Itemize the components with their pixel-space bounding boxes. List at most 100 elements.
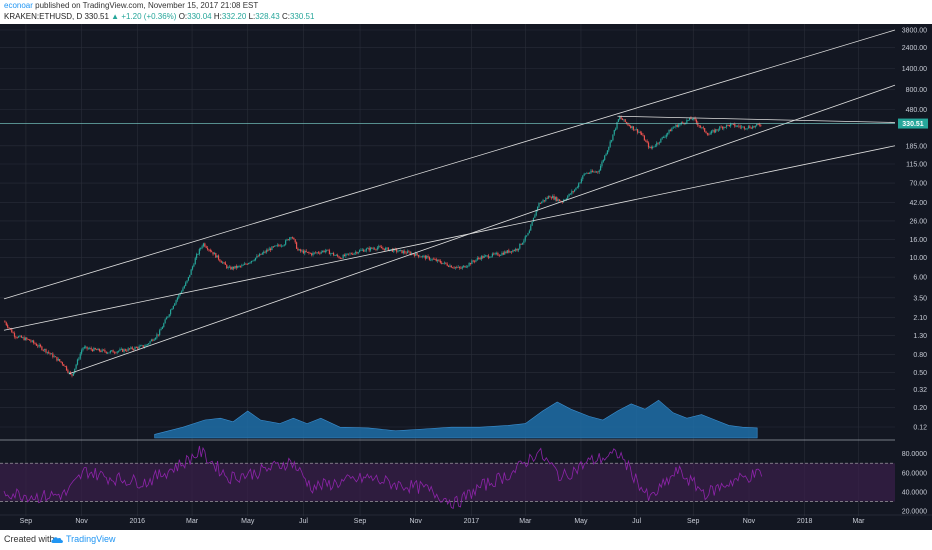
candle-body [38,344,40,347]
candle-body [379,246,381,248]
candle-body [697,122,699,126]
candle-body [690,117,692,120]
candle-body [228,266,231,268]
candle-body [46,351,48,353]
candle-body [682,122,684,124]
candle-body [626,122,628,124]
candle-body [294,239,296,243]
candle-body [439,260,441,263]
candle-body [219,259,221,262]
candle-body [245,263,247,265]
candle-body [93,348,95,352]
candle-body [463,265,465,267]
candle-body [234,265,236,269]
time-tick-label: Nov [75,518,88,525]
candle-body [126,350,128,352]
candle-body [261,253,263,255]
candle-body [252,260,254,262]
candle-body [159,330,161,335]
candle-body [597,171,599,173]
candle-body [468,263,470,266]
low-label: L: [248,12,256,21]
candle-body [205,246,207,248]
candle-body [441,262,443,264]
candle-body [363,249,365,252]
candle-body [141,345,143,347]
price-tick-label: 115.00 [906,161,927,168]
candle-body [721,126,724,129]
candle-body [513,250,515,251]
tradingview-cloud-icon [51,537,63,543]
candle-body [182,288,184,292]
candle-body [138,346,140,349]
candle-body [406,251,409,254]
chart-area[interactable]: 3800.00 2400.00 1400.00 800.00 480.00 185.00 1… [0,24,932,530]
candle-body [26,337,28,340]
candle-body [582,175,584,180]
candle-body [545,198,547,201]
candle-body [652,146,654,149]
candle-body [724,126,726,128]
candle-body [628,125,630,127]
candle-body [164,319,166,324]
candle-body [417,254,420,257]
price-chart[interactable]: 3800.00 2400.00 1400.00 800.00 480.00 185.00 1… [0,24,932,530]
candle-body [215,253,217,258]
candle-body [113,352,116,354]
candle-body [419,256,421,258]
candle-body [72,373,74,376]
candle-body [104,350,106,352]
price-tick-label: 70.00 [909,181,927,188]
rsi-tick-label: 40.0000 [902,490,927,497]
price-tick-label: 0.80 [913,352,927,359]
candle-body [49,352,51,354]
candle-body [183,285,185,289]
candle-body [148,343,150,345]
candle-body [12,332,14,334]
candle-body [620,116,622,119]
candle-body [532,217,535,222]
candle-body [739,126,741,128]
candle-body [465,266,467,268]
candle-body [42,349,44,351]
candle-body [312,252,314,256]
candle-body [704,128,706,132]
candle-body [19,335,21,337]
candle-body [382,248,384,249]
candle-body [226,264,228,269]
candle-body [426,256,428,259]
candle-body [454,267,457,268]
candle-body [725,124,728,128]
candle-body [712,130,714,132]
candle-body [191,266,194,270]
candle-body [598,170,600,173]
author-link[interactable]: econoar [4,1,33,10]
candle-body [105,351,107,354]
tradingview-link[interactable]: TradingView [66,534,116,544]
candle-body [558,199,561,202]
candle-body [304,250,306,254]
candle-body [254,257,257,261]
candle-body [71,374,73,376]
time-tick-label: 2018 [797,518,813,525]
candle-body [531,221,533,226]
candle-body [550,197,552,199]
candle-body [656,142,658,146]
candle-body [679,123,681,125]
channel-line-4 [617,115,896,123]
candle-body [536,206,539,210]
candle-body [212,252,214,255]
candle-body [534,215,536,218]
candle-body [635,129,637,130]
volume-area [154,399,758,439]
candle-body [723,126,725,129]
candle-body [736,125,739,127]
candle-body [688,117,691,120]
candle-body [383,248,385,251]
candle-body [694,118,696,120]
candle-body [471,260,473,265]
candle-body [460,267,462,269]
candle-body [757,124,759,125]
candle-body [59,359,61,362]
candle-body [658,142,661,144]
